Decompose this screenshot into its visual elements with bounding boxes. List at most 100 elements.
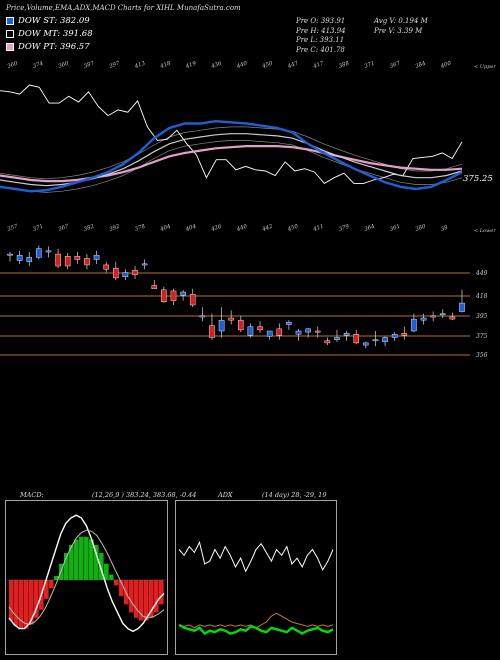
stat-low: Pre L: 393.11 [296, 36, 345, 44]
candle-body [257, 326, 263, 331]
legend-item-dow-st: DOW ST: 382.09 [6, 16, 93, 26]
ema-bottom-tick: 440 [235, 223, 248, 233]
candle-body [420, 317, 427, 321]
candle-body [189, 293, 196, 306]
upper-band [0, 126, 463, 180]
ema-bottom-tick: 426 [210, 223, 223, 233]
ema-top-tick: 388 [338, 60, 350, 69]
candle-body [141, 263, 148, 266]
candle-body [430, 315, 436, 318]
candle-body [391, 334, 398, 338]
ema-top-tick: 440 [235, 60, 248, 70]
level-label: 356 [476, 352, 488, 359]
macd-bar [19, 580, 24, 629]
candle-body [247, 326, 254, 336]
macd-bar [99, 553, 104, 580]
stats-left: Pre O: 393.91 Pre H: 413.94 Pre L: 393.1… [296, 17, 346, 55]
ema-line-pt [0, 145, 463, 183]
ema-top-tick: 400 [439, 60, 452, 70]
legend: DOW ST: 382.09 DOW MT: 391.68 DOW PT: 39… [6, 16, 93, 52]
ema-bottom-tick: 38 [440, 225, 449, 233]
ema-top-tick: 447 [286, 60, 299, 70]
macd-bar [59, 563, 64, 580]
macd-bar [49, 580, 54, 589]
macd-bar [139, 580, 144, 621]
candle-body [218, 319, 225, 332]
macd-bar [154, 580, 159, 613]
candle-body [74, 256, 81, 260]
macd-values: (12,26,9 ) 383.24, 383.68, -0.44 [92, 491, 197, 499]
macd-bar [84, 536, 89, 580]
ema-line-st [0, 119, 463, 193]
stats-right: Avg V: 0.194 M Pre V: 3.39 M [374, 17, 428, 36]
ema-top-tick: 450 [261, 60, 274, 70]
candle-body [266, 330, 273, 337]
ema-bottom-tick: 361 [389, 224, 401, 233]
ema-bottom-tick: 392 [109, 223, 121, 232]
macd-bar [14, 580, 19, 626]
ema-bottom-tick: 371 [32, 224, 44, 233]
legend-swatch-pt [6, 42, 14, 51]
ema-top-tick: 387 [83, 60, 95, 69]
candle-body [276, 328, 283, 336]
stat-high: Pre H: 413.94 [296, 26, 346, 35]
macd-bar [119, 580, 124, 597]
adx-line [178, 623, 334, 636]
adx-label: ADX [218, 491, 233, 499]
candle-body [363, 342, 369, 346]
ema-bottom-tick: 380 [415, 223, 427, 232]
candle-body [45, 250, 52, 253]
legend-item-dow-pt: DOW PT: 396.57 [6, 42, 93, 52]
candle-body [55, 253, 61, 267]
ema-line-mt [0, 133, 463, 187]
stat-prev-volume: Pre V: 3.39 M [374, 26, 423, 35]
macd-bar [114, 580, 119, 586]
macd-signal-line [8, 529, 165, 626]
ema-bottom-tick: 450 [286, 223, 299, 233]
candle-body [382, 337, 388, 343]
macd-bar [64, 553, 69, 580]
candle-body [36, 248, 42, 258]
macd-bar [134, 580, 139, 618]
price-tag: 375.25 [463, 174, 493, 184]
ema-top-tick: 360 [7, 60, 19, 69]
ema-panel: 360 374 360 387 397 413 418 419 436 440 450 447 417 3… [0, 60, 496, 234]
candle-body [199, 315, 206, 318]
upper-label: < Upper [474, 64, 496, 70]
candle-body [64, 256, 71, 267]
adx-values: (14 day) 28, -29, 19 [262, 491, 327, 499]
level-label: 395 [476, 313, 488, 320]
level-label: 418 [475, 293, 488, 300]
level-label: 375 [476, 333, 488, 340]
ema-bottom-tick: 404 [159, 223, 172, 233]
ema-bottom-tick: 379 [338, 223, 350, 232]
candle-body [411, 318, 417, 332]
macd-bar [94, 544, 99, 580]
level-label: 449 [475, 270, 488, 277]
stat-close: Pre C: 401.78 [296, 45, 345, 54]
macd-bar [54, 575, 59, 580]
ema-top-tick: 367 [389, 60, 401, 69]
macd-line [8, 514, 165, 633]
candle-body [314, 330, 321, 333]
ema-top-tick: 371 [364, 61, 376, 70]
macd-bar [144, 580, 149, 621]
adx-panel [175, 500, 337, 655]
ema-top-tick: 360 [58, 60, 70, 69]
candle-body [209, 325, 215, 338]
ema-top-tick: 374 [32, 60, 44, 69]
macd-bar [34, 580, 39, 618]
macd-panel [5, 500, 168, 655]
macd-bar [89, 539, 94, 580]
candle-body [286, 322, 292, 325]
di-plus-line [178, 540, 334, 573]
stat-open: Pre O: 393.91 [296, 17, 346, 25]
candle-body [353, 334, 360, 344]
candle-body [161, 289, 167, 302]
ema-bottom-tick: 357 [7, 223, 19, 232]
candle-body [439, 313, 446, 316]
ema-top-tick: 413 [133, 60, 146, 70]
ema-top-tick: 417 [312, 60, 325, 70]
ema-bottom-tick: 382 [83, 223, 95, 232]
candle-body [7, 253, 13, 256]
